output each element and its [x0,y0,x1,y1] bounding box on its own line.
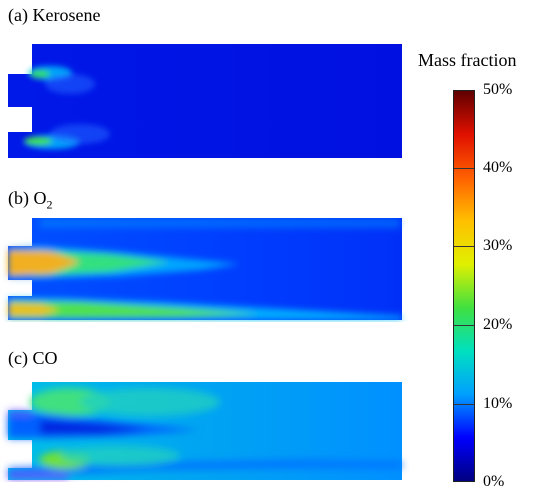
colorbar-tick-label: 10% [483,395,513,412]
colorbar-title: Mass fraction [418,50,517,70]
colorbar-tick-label: 50% [483,81,513,98]
colorbar [453,90,475,482]
panel-a-label: (a) Kerosene [8,5,100,25]
panel-b-species: O [33,188,47,208]
panel-b-letter: (b) [8,188,29,208]
colorbar-tick [454,168,474,169]
colorbar-tick-label: 20% [483,316,513,333]
oxygen-contour [0,218,410,322]
colorbar-tick [454,325,474,326]
colorbar-tick [454,246,474,247]
panel-c-letter: (c) [8,348,28,368]
colorbar-tick-label: 30% [483,237,513,254]
kerosene-contour [0,44,410,160]
panel-a-species: Kerosene [32,5,101,25]
panel-b-label: (b) O2 [8,188,53,215]
colorbar-tick-label: 0% [483,473,505,490]
panel-c-label: (c) CO [8,348,58,368]
panel-b-subscript: 2 [46,197,53,212]
panel-a-letter: (a) [8,5,28,25]
colorbar-tick-label: 40% [483,159,513,176]
colorbar-tick [454,404,474,405]
panel-c-species: CO [32,348,58,368]
co-contour [0,382,410,482]
